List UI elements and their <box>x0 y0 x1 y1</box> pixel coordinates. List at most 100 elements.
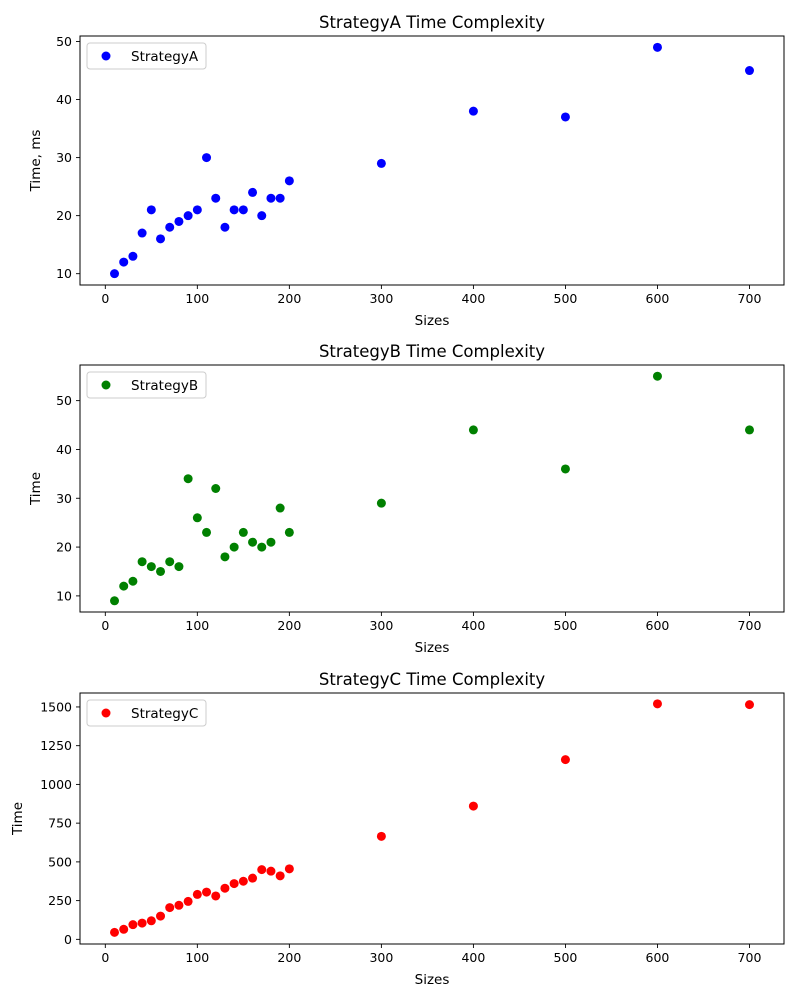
y-tick-label: 30 <box>56 491 72 506</box>
legend-label: StrategyC <box>131 706 198 722</box>
data-point <box>128 576 138 586</box>
y-tick-label: 50 <box>56 34 72 49</box>
data-point <box>560 755 570 765</box>
data-point <box>376 158 386 168</box>
data-point <box>211 891 221 901</box>
data-point <box>165 903 175 913</box>
data-point <box>248 873 258 883</box>
y-tick-label: 1500 <box>40 699 72 714</box>
data-point <box>744 425 754 435</box>
x-axis-label: Sizes <box>415 640 450 656</box>
data-point <box>238 527 248 537</box>
x-tick-label: 500 <box>554 618 578 633</box>
data-point <box>110 927 120 937</box>
x-tick-label: 400 <box>461 618 485 633</box>
data-point <box>257 865 267 875</box>
data-point <box>284 527 294 537</box>
plot-frame <box>79 364 785 613</box>
data-point <box>183 211 193 221</box>
data-point <box>156 911 166 921</box>
legend-label: StrategyB <box>131 378 198 394</box>
data-point <box>119 924 129 934</box>
data-point <box>275 193 285 203</box>
data-point <box>229 542 239 552</box>
data-point <box>229 205 239 215</box>
y-tick-label: 40 <box>56 442 72 457</box>
data-point <box>119 257 129 267</box>
data-point <box>248 537 258 547</box>
y-axis-label: Time <box>28 472 44 506</box>
data-point <box>744 700 754 710</box>
chart-title: StrategyA Time Complexity <box>319 13 545 32</box>
data-point <box>137 557 147 567</box>
x-tick-label: 100 <box>185 950 209 965</box>
y-tick-label: 500 <box>48 854 72 869</box>
data-point <box>165 557 175 567</box>
x-tick-label: 200 <box>277 618 301 633</box>
y-tick-label: 750 <box>48 816 72 831</box>
x-tick-label: 600 <box>646 950 670 965</box>
data-point <box>257 542 267 552</box>
data-point <box>220 883 230 893</box>
data-point <box>266 866 276 876</box>
legend-label: StrategyA <box>131 49 199 65</box>
subplot-2: 0 100 200 300 400 500 600 700 0 250 500 750 1000 1250… <box>10 670 785 988</box>
y-tick-label: 20 <box>56 540 72 555</box>
data-point <box>275 503 285 513</box>
data-point <box>560 464 570 474</box>
x-tick-label: 500 <box>554 291 578 306</box>
data-point <box>468 425 478 435</box>
y-tick-label: 30 <box>56 150 72 165</box>
data-point <box>128 251 138 261</box>
data-point <box>146 916 156 926</box>
data-point <box>202 153 212 163</box>
subplot-0: 0 100 200 300 400 500 600 700 10 20 30 40 50 Strategy… <box>28 13 785 329</box>
y-tick-label: 10 <box>56 266 72 281</box>
x-tick-label: 200 <box>277 950 301 965</box>
x-tick-label: 200 <box>277 291 301 306</box>
data-point <box>174 900 184 910</box>
legend-marker <box>101 708 111 718</box>
legend-box <box>86 42 207 70</box>
data-point <box>220 552 230 562</box>
data-point <box>174 562 184 572</box>
x-tick-label: 700 <box>738 950 762 965</box>
data-point <box>211 193 221 203</box>
y-tick-label: 20 <box>56 208 72 223</box>
data-point <box>560 112 570 122</box>
y-tick-label: 50 <box>56 393 72 408</box>
data-point <box>652 42 662 52</box>
x-tick-label: 100 <box>185 618 209 633</box>
x-tick-label: 100 <box>185 291 209 306</box>
data-point <box>376 498 386 508</box>
x-tick-label: 700 <box>738 291 762 306</box>
y-tick-label: 250 <box>48 893 72 908</box>
x-tick-label: 400 <box>461 950 485 965</box>
data-point <box>211 484 221 493</box>
data-point <box>110 269 120 279</box>
plot-frame <box>79 692 785 945</box>
x-axis-label: Sizes <box>415 313 450 329</box>
legend-box <box>86 371 207 399</box>
x-tick-label: 600 <box>646 618 670 633</box>
data-point <box>183 896 193 906</box>
data-point <box>156 234 166 244</box>
subplot-1: 0 100 200 300 400 500 600 700 10 20 30 40 50 Strategy… <box>28 342 785 656</box>
data-point <box>229 879 239 889</box>
x-tick-label: 500 <box>554 950 578 965</box>
plot-frame <box>79 35 785 286</box>
chart-title: StrategyB Time Complexity <box>319 342 545 361</box>
y-tick-label: 10 <box>56 588 72 603</box>
x-tick-label: 700 <box>738 618 762 633</box>
y-axis-label: Time, ms <box>28 130 44 193</box>
x-tick-label: 0 <box>101 618 109 633</box>
data-point <box>275 871 285 881</box>
data-point <box>266 193 276 203</box>
data-point <box>137 228 147 238</box>
x-axis-label: Sizes <box>415 972 450 988</box>
data-point <box>238 876 248 886</box>
y-axis-label: Time <box>10 802 26 836</box>
data-point <box>119 581 129 591</box>
data-point <box>156 566 166 576</box>
data-point <box>266 537 276 547</box>
